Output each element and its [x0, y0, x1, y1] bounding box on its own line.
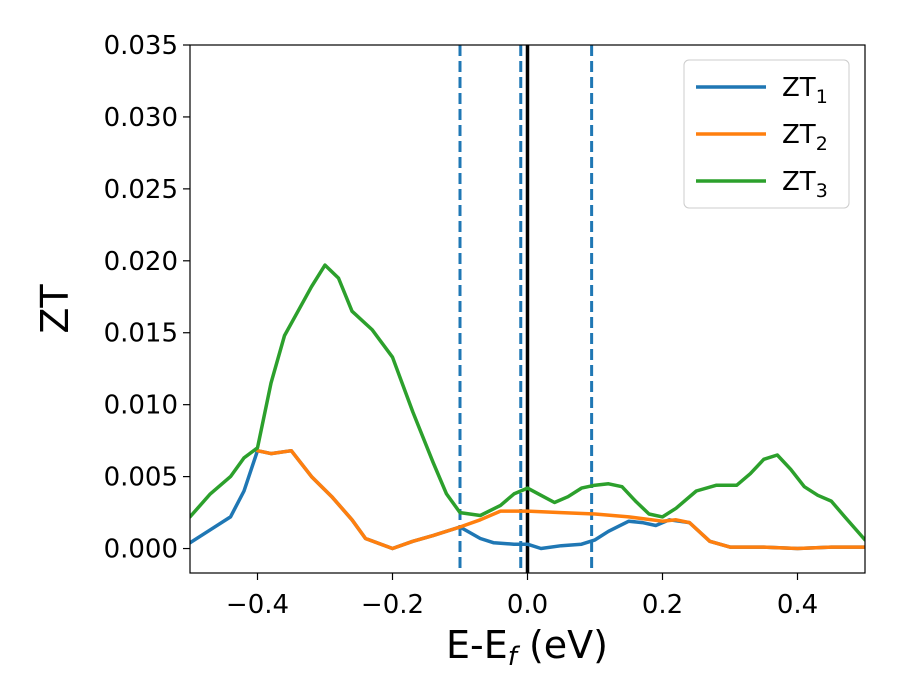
series-lines [190, 263, 865, 551]
y-axis-title: ZT [33, 284, 77, 334]
x-tick-label: 0.4 [777, 590, 818, 620]
series-line-zt3 [190, 263, 865, 542]
x-tick-label: −0.2 [361, 590, 424, 620]
y-tick-label: 0.025 [104, 175, 178, 205]
x-axis-title-main: E-E [446, 623, 508, 667]
reference-lines [458, 45, 594, 573]
legend-box [683, 59, 850, 209]
y-axis-ticks: 0.000 0.005 0.010 0.015 0.020 0.025 0.030 0.035 [104, 31, 190, 565]
x-axis-title: E-Ef (eV) [446, 623, 608, 672]
y-tick-label: 0.020 [104, 247, 178, 277]
x-tick-label: 0.0 [507, 590, 548, 620]
x-tick-label: −0.4 [226, 590, 289, 620]
y-tick-label: 0.010 [104, 391, 178, 421]
x-axis-ticks: −0.4 −0.2 0.0 0.2 0.4 [226, 573, 818, 620]
legend-label-zt2: ZT2 [782, 120, 828, 155]
y-tick-label: 0.015 [104, 319, 178, 349]
y-tick-label: 0.005 [104, 463, 178, 493]
y-tick-label: 0.035 [104, 31, 178, 61]
x-axis-title-suffix: (eV) [517, 623, 608, 667]
x-tick-label: 0.2 [642, 590, 683, 620]
legend-label-zt3: ZT3 [782, 167, 828, 202]
legend-label-zt1: ZT1 [782, 73, 828, 108]
y-tick-label: 0.000 [104, 535, 178, 565]
legend: ZT1 ZT2 ZT3 [683, 59, 850, 209]
y-tick-label: 0.030 [104, 103, 178, 133]
series-line-zt2 [255, 448, 865, 551]
